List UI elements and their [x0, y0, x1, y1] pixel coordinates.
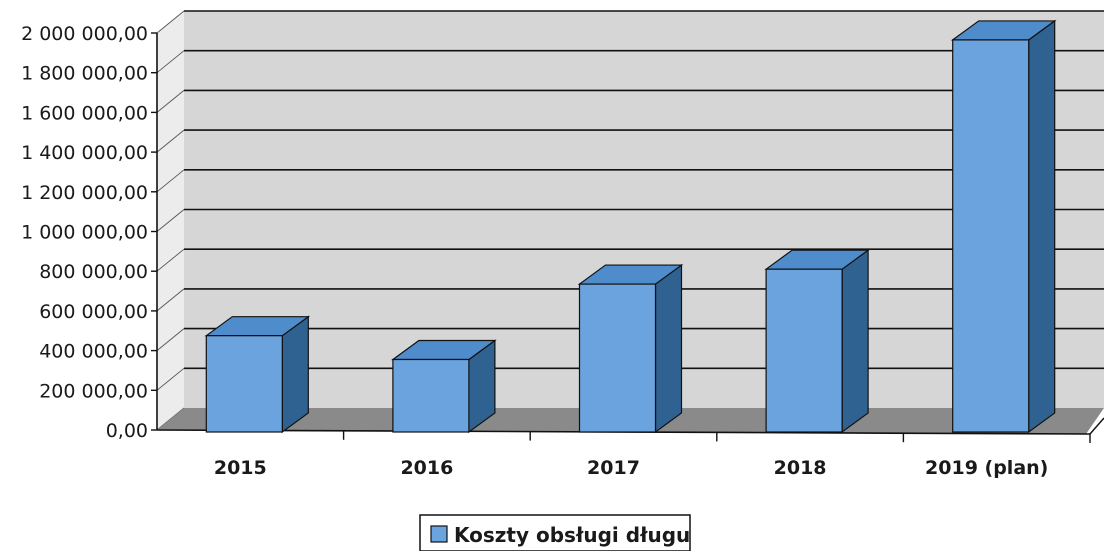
- gridline-side: [156, 10, 185, 34]
- x-axis-line-depth: [1089, 417, 1104, 435]
- bar-side-face: [1028, 19, 1056, 434]
- x-tick-label: 2016: [400, 457, 453, 479]
- x-tick-label: 2018: [774, 457, 827, 479]
- bar-side-face: [841, 249, 869, 434]
- legend-label: Koszty obsługi długu: [454, 523, 690, 547]
- gridline-side: [156, 288, 185, 312]
- y-tick-label: 1 800 000,00: [21, 63, 148, 85]
- y-tick-label: 800 000,00: [39, 261, 148, 283]
- bar: [392, 358, 470, 433]
- gridline-side: [156, 328, 185, 351]
- bar: [952, 39, 1030, 433]
- y-tick-label: 200 000,00: [39, 380, 148, 402]
- bar-side-face: [281, 315, 309, 434]
- bar: [205, 335, 283, 433]
- gridline-side: [156, 90, 185, 113]
- y-tick-label: 2 000 000,00: [21, 23, 148, 45]
- gridline-side: [156, 50, 185, 74]
- x-tick-label: 2017: [587, 457, 640, 479]
- y-tick-label: 1 400 000,00: [21, 142, 148, 164]
- gridline-side: [156, 367, 185, 391]
- bar: [578, 283, 657, 433]
- legend-box: [419, 514, 691, 552]
- gridlines-layer: [156, 10, 1104, 431]
- y-tick-label: 1 200 000,00: [21, 182, 148, 204]
- x-tick-label: 2019 (plan): [925, 457, 1048, 479]
- legend-swatch: [430, 525, 448, 543]
- x-tick-label: 2015: [214, 457, 267, 479]
- tick-labels-layer: 0,00 200 000,00 400 000,00 600 000,00 800 00…: [21, 23, 1048, 479]
- y-tick-label: 1 600 000,00: [21, 102, 148, 124]
- bar-side-face: [654, 263, 683, 434]
- legend: Koszty obsługi długu: [419, 514, 691, 552]
- gridline-side: [156, 129, 185, 153]
- y-tick-label: 0,00: [106, 420, 148, 442]
- bar: [765, 268, 843, 433]
- bars-layer: [204, 19, 1057, 434]
- y-tick-label: 600 000,00: [39, 301, 148, 323]
- y-tick-label: 1 000 000,00: [21, 222, 148, 244]
- gridline-side: [156, 169, 185, 193]
- y-tick-label: 400 000,00: [39, 341, 148, 363]
- gridline-side: [156, 248, 185, 272]
- gridline-side: [156, 209, 185, 232]
